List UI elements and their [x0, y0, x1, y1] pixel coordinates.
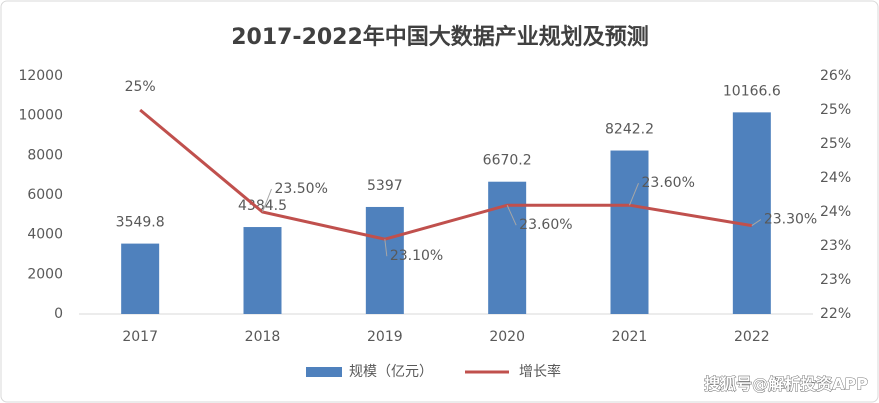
x-tick-label: 2017	[122, 329, 158, 345]
y-tick-label: 12000	[18, 68, 63, 84]
y2-tick-label: 25%	[820, 136, 851, 152]
leader-line	[262, 188, 272, 213]
line-value-label: 25%	[125, 79, 156, 95]
y-tick-label: 10000	[18, 108, 63, 124]
legend-label: 规模（亿元）	[349, 364, 433, 380]
watermark: 搜狐号@解析投资APP	[704, 375, 868, 394]
chart-title: 2017-2022年中国大数据产业规划及预测	[231, 24, 649, 50]
bar	[610, 150, 649, 314]
x-tick-label: 2018	[245, 329, 281, 345]
line-value-label: 23.60%	[642, 175, 695, 191]
bar	[488, 181, 527, 314]
bar-value-label: 10166.6	[723, 83, 781, 99]
leader-line	[384, 239, 388, 257]
x-tick-label: 2019	[367, 329, 403, 345]
x-tick-label: 2022	[734, 329, 770, 345]
bar	[121, 243, 160, 314]
legend-label: 增长率	[519, 363, 561, 380]
bar-value-label: 3549.8	[116, 215, 165, 231]
bar	[365, 206, 404, 314]
line-value-label: 23.60%	[519, 217, 572, 233]
y2-tick-label: 26%	[820, 68, 851, 84]
y2-tick-label: 23%	[820, 238, 851, 254]
y-tick-label: 8000	[27, 147, 63, 163]
y-tick-label: 6000	[27, 187, 63, 203]
y2-tick-label: 24%	[820, 204, 851, 220]
bar	[732, 112, 771, 315]
line-value-label: 23.30%	[764, 212, 817, 228]
line-value-label: 23.10%	[390, 248, 443, 264]
bar	[243, 227, 282, 314]
line-value-label: 23.50%	[275, 181, 328, 197]
x-tick-label: 2020	[489, 329, 525, 345]
y-tick-label: 4000	[27, 227, 63, 243]
bar-value-label: 6670.2	[483, 153, 532, 169]
leader-line	[751, 219, 762, 227]
bar-value-label: 5397	[367, 178, 403, 194]
bar-value-label: 8242.2	[605, 122, 654, 138]
y-tick-label: 2000	[27, 266, 63, 282]
legend-swatch	[306, 367, 342, 377]
y2-tick-label: 24%	[820, 170, 851, 186]
y2-tick-label: 22%	[820, 306, 851, 322]
leader-line	[629, 183, 639, 206]
line	[139, 108, 753, 241]
y2-tick-label: 25%	[820, 102, 851, 118]
y-tick-label: 0	[54, 306, 63, 322]
x-tick-label: 2021	[612, 329, 648, 345]
leader-line	[506, 204, 517, 226]
y2-tick-label: 23%	[820, 272, 851, 288]
